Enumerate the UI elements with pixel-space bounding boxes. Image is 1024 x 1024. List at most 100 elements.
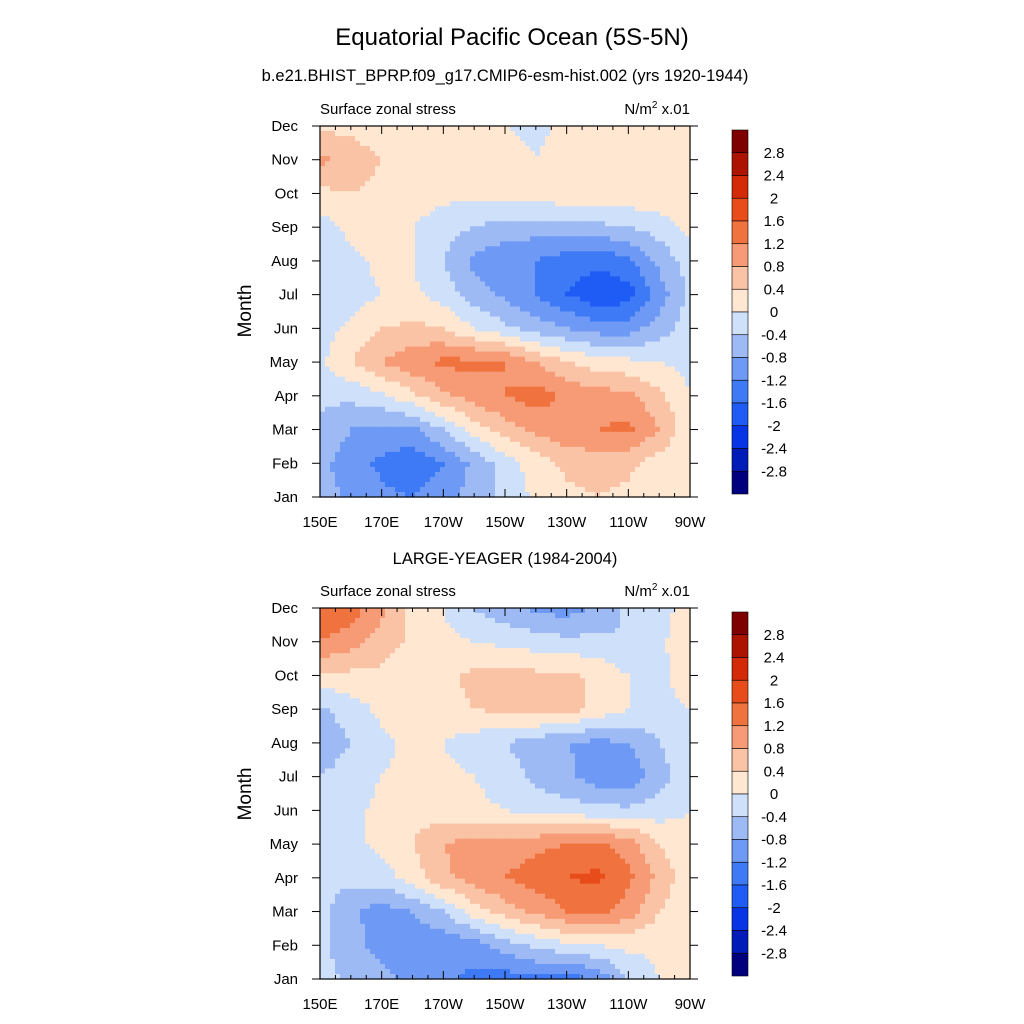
heatmap-cell <box>445 296 451 303</box>
heatmap-cell <box>360 316 366 323</box>
heatmap-cell <box>385 216 391 222</box>
heatmap-cell <box>665 326 671 333</box>
heatmap-cell <box>415 391 421 398</box>
heatmap-cell <box>440 426 446 433</box>
heatmap-cell <box>540 291 546 298</box>
heatmap-cell <box>495 261 501 267</box>
heatmap-cell <box>585 246 591 252</box>
heatmap-cell <box>560 306 566 313</box>
heatmap-cell <box>530 281 536 288</box>
heatmap-cell <box>480 276 486 283</box>
heatmap-cell <box>580 251 586 257</box>
heatmap-cell <box>575 401 581 408</box>
heatmap-cell <box>660 421 666 428</box>
heatmap-cell <box>345 156 351 162</box>
heatmap-cell <box>365 446 371 453</box>
heatmap-cell <box>635 126 641 132</box>
heatmap-cell <box>580 396 586 403</box>
heatmap-cell <box>320 376 326 383</box>
heatmap-cell <box>685 401 691 408</box>
heatmap-cell <box>545 401 551 408</box>
heatmap-cell <box>360 451 366 458</box>
heatmap-cell <box>525 131 531 137</box>
heatmap-cell <box>525 326 531 333</box>
heatmap-cell <box>495 326 501 333</box>
heatmap-cell <box>660 166 666 172</box>
heatmap-cell <box>570 221 576 227</box>
heatmap-cell <box>415 291 421 298</box>
heatmap-cell <box>480 341 486 348</box>
heatmap-cell <box>430 336 436 343</box>
heatmap-cell <box>350 416 356 423</box>
heatmap-cell <box>665 431 671 438</box>
heatmap-cell <box>405 151 411 157</box>
heatmap-cell <box>420 166 426 172</box>
heatmap-cell <box>620 291 626 298</box>
heatmap-cell <box>675 321 681 328</box>
heatmap-cell <box>395 341 401 348</box>
heatmap-cell <box>550 256 556 262</box>
heatmap-cell <box>345 276 351 283</box>
heatmap-cell <box>505 306 511 313</box>
heatmap-cell <box>605 366 611 373</box>
heatmap-cell <box>510 291 516 298</box>
heatmap-cell <box>645 431 651 438</box>
heatmap-cell <box>555 446 561 453</box>
heatmap-cell <box>490 136 496 142</box>
heatmap-cell <box>545 361 551 368</box>
heatmap-cell <box>660 176 666 182</box>
heatmap-cell <box>385 286 391 293</box>
heatmap-cell <box>625 196 631 202</box>
heatmap-cell <box>475 131 481 137</box>
heatmap-cell <box>490 451 496 458</box>
heatmap-cell <box>400 281 406 288</box>
heatmap-cell <box>330 296 336 303</box>
heatmap-cell <box>590 246 596 252</box>
heatmap-cell <box>490 226 496 232</box>
heatmap-cell <box>365 176 371 182</box>
heatmap-cell <box>455 306 461 313</box>
heatmap-cell <box>410 316 416 323</box>
heatmap-cell <box>520 431 526 438</box>
heatmap-cell <box>400 236 406 242</box>
heatmap-cell <box>580 406 586 413</box>
heatmap-cell <box>480 376 486 383</box>
heatmap-cell <box>510 436 516 443</box>
heatmap-cell <box>325 316 331 323</box>
heatmap-cell <box>640 341 646 348</box>
heatmap-cell <box>365 436 371 443</box>
heatmap-cell <box>650 161 656 167</box>
heatmap-cell <box>405 226 411 232</box>
heatmap-cell <box>455 361 461 368</box>
heatmap-cell <box>370 241 376 247</box>
heatmap-cell <box>320 366 326 373</box>
heatmap-cell <box>480 166 486 172</box>
heatmap-cell <box>410 431 416 438</box>
heatmap-cell <box>595 166 601 172</box>
heatmap-cell <box>565 201 571 207</box>
heatmap-cell <box>520 336 526 343</box>
heatmap-cell <box>580 211 586 217</box>
heatmap-cell <box>495 201 501 207</box>
heatmap-cell <box>615 286 621 293</box>
heatmap-cell <box>635 421 641 428</box>
heatmap-cell <box>390 226 396 232</box>
heatmap-cell <box>580 231 586 237</box>
heatmap-cell <box>370 456 376 463</box>
heatmap-cell <box>665 391 671 398</box>
heatmap-cell <box>360 406 366 413</box>
heatmap-cell <box>400 186 406 192</box>
heatmap-cell <box>585 286 591 293</box>
heatmap-cell <box>535 306 541 313</box>
heatmap-cell <box>555 376 561 383</box>
heatmap-cell <box>460 316 466 323</box>
heatmap-cell <box>670 291 676 298</box>
heatmap-cell <box>645 266 651 272</box>
heatmap-cell <box>515 361 521 368</box>
heatmap-cell <box>570 271 576 277</box>
heatmap-cell <box>590 291 596 298</box>
heatmap-cell <box>650 141 656 147</box>
heatmap-cell <box>600 351 606 358</box>
heatmap-cell <box>565 381 571 388</box>
heatmap-cell <box>590 151 596 157</box>
